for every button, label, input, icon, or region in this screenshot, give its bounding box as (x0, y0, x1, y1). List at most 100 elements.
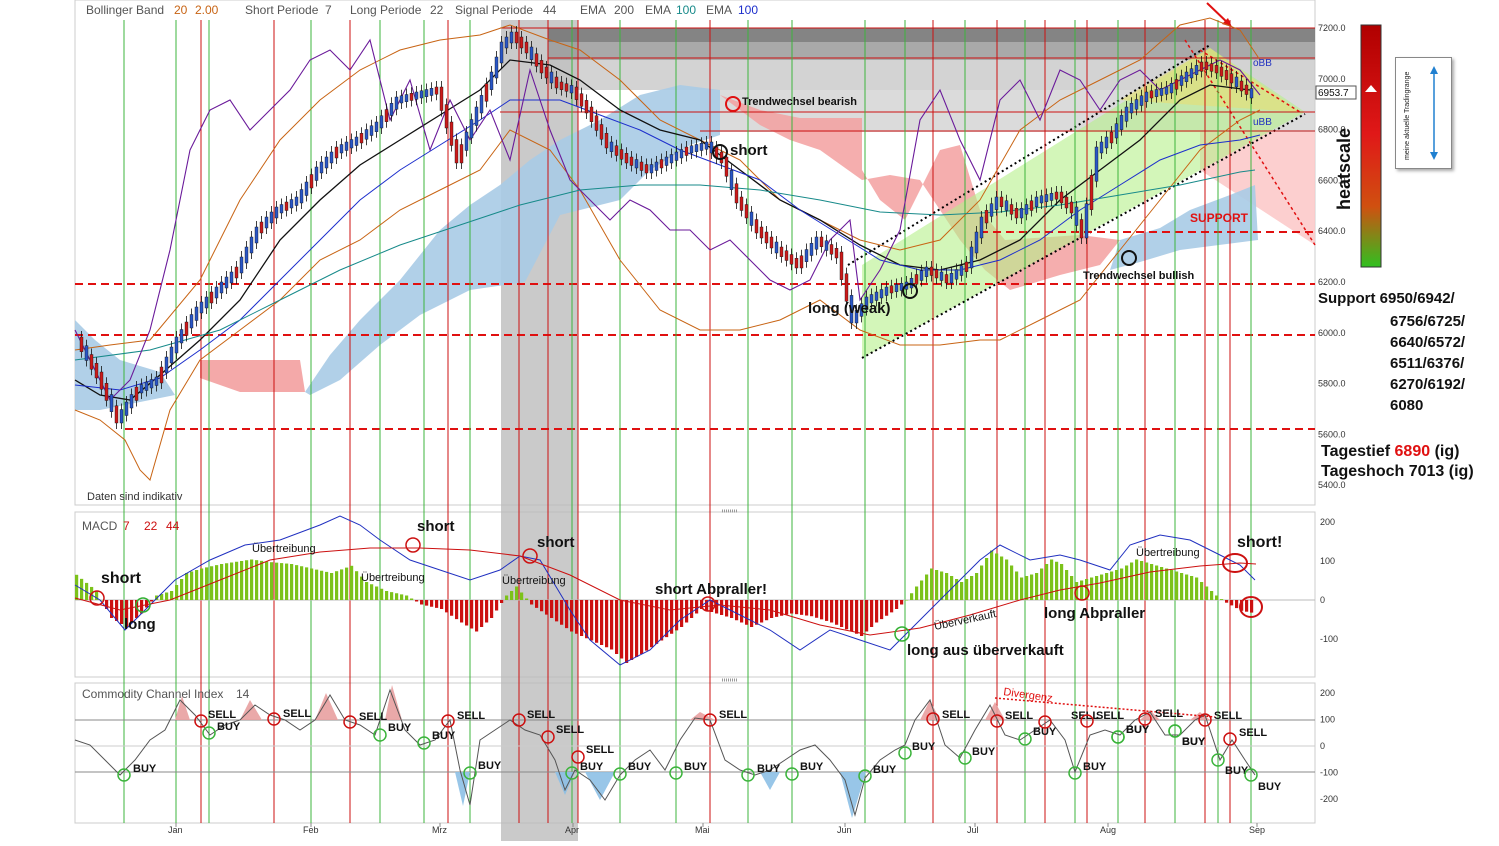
candle-body (84, 345, 89, 361)
cci-sell-marker (441, 714, 455, 728)
macd-bar (935, 570, 939, 600)
macd-bar (640, 600, 644, 654)
macd-short1: short (101, 570, 142, 587)
candle-body (514, 31, 519, 44)
resistance-zone-top (548, 28, 1315, 42)
macd-bar (985, 558, 989, 600)
macd-bar (1080, 580, 1084, 600)
macd-bar (245, 560, 249, 600)
macd-bar (655, 600, 659, 644)
macd-bar (100, 600, 104, 601)
macd-bar (670, 600, 674, 634)
candle-body (379, 115, 384, 129)
candle-body (839, 251, 844, 280)
candle-body (1029, 200, 1034, 211)
candle-body (779, 246, 784, 257)
candle-body (529, 46, 534, 60)
candle-body (879, 289, 884, 299)
macd-bar (470, 600, 474, 629)
price-tick-label: 5600.0 (1318, 429, 1346, 439)
cci-signal-label: SELL (527, 709, 555, 721)
ema-teal (74, 169, 1256, 361)
candle-body (849, 295, 854, 324)
candle-body (654, 161, 659, 171)
annot-trend-bearish: Trendwechsel bearish (742, 96, 857, 108)
cci-label: Commodity Channel Index (82, 687, 223, 701)
candle-body (1034, 196, 1039, 207)
candle-body (729, 170, 734, 190)
candle-body (169, 346, 174, 364)
macd-bar (760, 600, 764, 623)
macd-bar (560, 600, 564, 625)
macd-bar (355, 571, 359, 600)
macd-bar (1045, 564, 1049, 600)
macd-bar (995, 553, 999, 600)
macd-bar (1050, 559, 1054, 600)
macd-tick-label: -100 (1320, 634, 1338, 644)
macd-bar (835, 600, 839, 625)
macd-bar (645, 600, 649, 651)
macd-bar (285, 563, 289, 600)
macd-bar (850, 600, 854, 632)
cci-signal-label: BUY (1083, 761, 1107, 773)
macd-bar (275, 562, 279, 600)
candle-body (259, 221, 264, 234)
macd-bar (625, 600, 629, 663)
candle-body (99, 371, 104, 390)
candle-body (494, 56, 499, 79)
cci-sell-marker (267, 712, 281, 726)
candle-body (739, 196, 744, 211)
candle-body (484, 83, 489, 102)
cci-signal-label: SELL (942, 709, 970, 721)
candle-body (94, 363, 99, 379)
candle-body (1154, 89, 1159, 97)
candle-body (434, 86, 439, 95)
macd-bar (635, 600, 639, 657)
cci-buy-marker (1018, 732, 1032, 746)
cci-axis: 200 100 0 -100 -200 (1320, 688, 1338, 804)
macd-bar (680, 600, 684, 627)
macd-bar (1135, 559, 1139, 600)
candle-body (774, 241, 779, 254)
cci-tick-label: -200 (1320, 794, 1338, 804)
candle-body (159, 366, 164, 384)
macd-bar (1035, 573, 1039, 600)
candle-body (924, 266, 929, 277)
macd-bar (345, 567, 349, 600)
macd-bar (770, 600, 774, 618)
cci-buy-marker (417, 736, 431, 750)
macd-short4: short! (1237, 534, 1282, 551)
macd-bar (810, 600, 814, 617)
cci-signal-label: BUY (133, 763, 157, 775)
candle-body (1234, 76, 1239, 88)
candle-body (194, 306, 199, 321)
candle-body (374, 121, 379, 132)
cloud-blue-2 (305, 85, 720, 395)
macd-axis: 200 100 0 -100 (1320, 517, 1338, 644)
candle-body (1184, 71, 1189, 82)
candle-body (399, 95, 404, 104)
trading-range-text: meine aktuelle Tradingrange (1404, 71, 1411, 160)
candle-body (754, 219, 759, 234)
cci-signal-label: BUY (800, 761, 824, 773)
candle-body (164, 356, 169, 374)
macd-long-aus: long aus überverkauft (907, 642, 1064, 659)
macd-bar (380, 588, 384, 600)
candle-body (964, 261, 969, 272)
candle-body (599, 124, 604, 140)
cci-signal-label: BUY (478, 760, 502, 772)
macd-bar (340, 569, 344, 600)
candle-body (504, 36, 509, 49)
candle-body (509, 31, 514, 44)
macd-bar (915, 586, 919, 600)
long-label: Long Periode (350, 3, 422, 17)
macd-bar (75, 574, 79, 600)
macd-bar (490, 600, 494, 618)
signal-lines (123, 20, 1252, 823)
candle-body (154, 376, 159, 386)
candle-body (324, 156, 329, 169)
candle-body (614, 145, 619, 156)
candle-body (794, 258, 799, 269)
macd-bar (435, 600, 439, 608)
macd-bar (310, 568, 314, 600)
